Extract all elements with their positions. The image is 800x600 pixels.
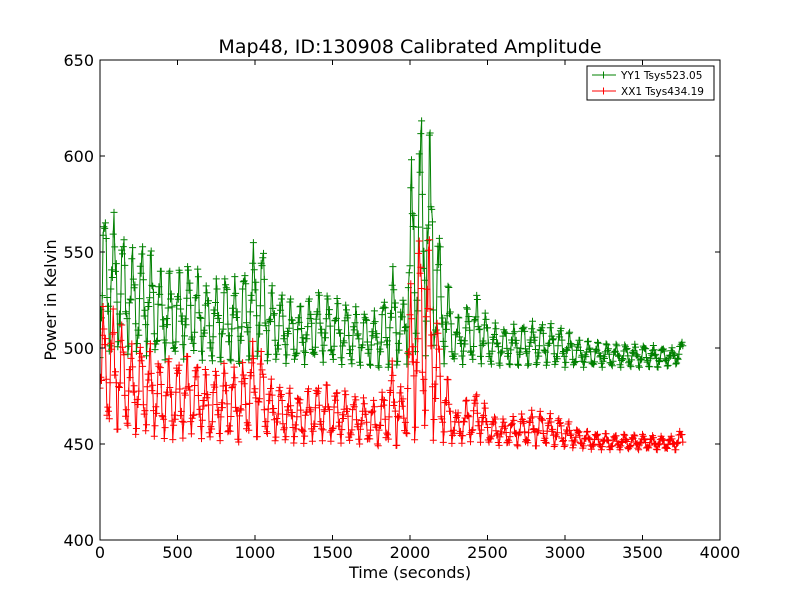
- legend-label: XX1 Tsys434.19: [621, 86, 704, 98]
- x-tick-label: 2500: [467, 543, 508, 562]
- y-tick-label: 400: [63, 531, 94, 550]
- legend: YY1 Tsys523.05 XX1 Tsys434.19: [586, 65, 715, 101]
- axis-ticks: 0 500 1000 1500 2000 2500 3000 3500 4000 400 450 50…: [63, 51, 740, 562]
- legend-box: [586, 65, 715, 101]
- series-markers: [100, 117, 687, 371]
- y-tick-label: 650: [63, 51, 94, 70]
- y-tick-label: 600: [63, 147, 94, 166]
- x-tick-label: 1500: [312, 543, 353, 562]
- x-axis-label: Time (seconds): [348, 563, 471, 582]
- plot-area: [100, 117, 687, 454]
- y-tick-label: 450: [63, 435, 94, 454]
- x-tick-label: 4000: [700, 543, 741, 562]
- legend-label: YY1 Tsys523.05: [620, 70, 702, 82]
- x-tick-label: 3500: [622, 543, 663, 562]
- x-tick-label: 3000: [545, 543, 586, 562]
- legend-marker: [600, 71, 607, 79]
- series-xx1: [100, 236, 687, 454]
- series-yy1: [100, 117, 687, 371]
- x-tick-label: 2000: [390, 543, 431, 562]
- series-markers: [100, 236, 687, 454]
- y-axis-label: Power in Kelvin: [41, 239, 60, 360]
- y-tick-label: 500: [63, 339, 94, 358]
- legend-marker: [600, 87, 607, 95]
- y-tick-label: 550: [63, 243, 94, 262]
- x-tick-label: 500: [162, 543, 193, 562]
- x-tick-label: 0: [95, 543, 105, 562]
- chart-title: Map48, ID:130908 Calibrated Amplitude: [218, 36, 601, 58]
- x-tick-label: 1000: [235, 543, 276, 562]
